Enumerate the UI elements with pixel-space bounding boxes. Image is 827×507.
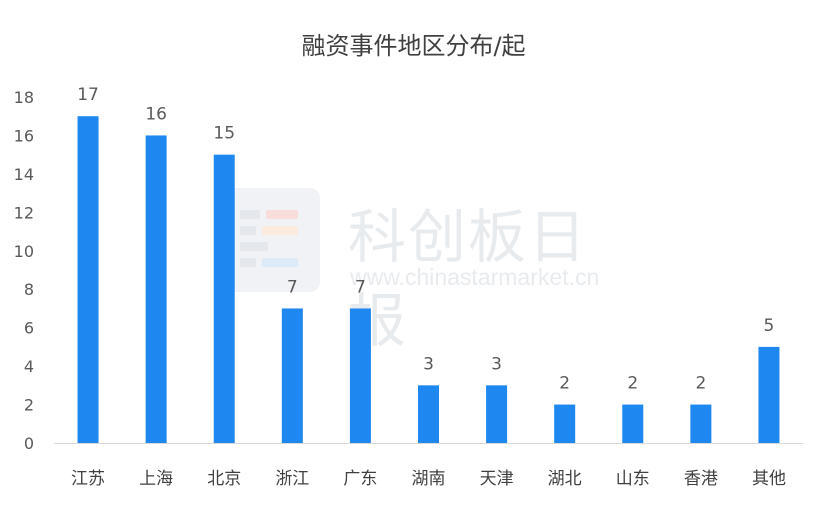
bar — [213, 154, 235, 443]
data-label: 7 — [287, 277, 298, 297]
x-tick-label: 香港 — [684, 469, 718, 489]
watermark: 科创板日报 www.chinastarmarket.cn — [222, 188, 642, 355]
bar — [554, 404, 576, 443]
y-tick-label: 6 — [24, 319, 34, 338]
bar — [281, 308, 303, 443]
y-tick-label: 2 — [24, 396, 34, 415]
watermark-text: 科创板日报 — [348, 203, 589, 355]
x-tick-label: 北京 — [207, 469, 241, 489]
y-tick-label: 12 — [14, 203, 34, 222]
x-tick-label: 江苏 — [71, 469, 105, 489]
chart-title: 融资事件地区分布/起 — [301, 32, 526, 60]
bar — [486, 385, 508, 443]
x-tick-label: 上海 — [139, 469, 173, 489]
data-label: 16 — [145, 104, 167, 124]
bar — [145, 135, 167, 443]
y-tick-label: 8 — [24, 280, 34, 299]
data-label: 2 — [627, 374, 638, 394]
data-label: 3 — [491, 354, 502, 374]
y-tick-label: 10 — [14, 242, 34, 261]
data-label: 5 — [764, 316, 775, 336]
x-tick-label: 湖南 — [412, 469, 446, 489]
x-tick-label: 浙江 — [275, 469, 309, 489]
bar — [622, 404, 644, 443]
data-label: 7 — [355, 277, 366, 297]
data-label: 2 — [559, 374, 570, 394]
data-label: 2 — [695, 374, 706, 394]
bar — [758, 346, 780, 443]
bar — [77, 116, 99, 443]
y-tick-label: 14 — [14, 165, 34, 184]
data-label: 17 — [77, 85, 99, 105]
data-label: 3 — [423, 354, 434, 374]
y-tick-label: 4 — [24, 357, 34, 376]
watermark-logo-icon — [222, 188, 320, 292]
watermark-url: www.chinastarmarket.cn — [350, 264, 600, 290]
bar — [418, 385, 439, 443]
x-tick-label: 其他 — [752, 469, 786, 489]
y-tick-label: 16 — [14, 126, 34, 145]
y-tick-label: 18 — [14, 88, 34, 107]
y-tick-label: 0 — [24, 434, 34, 453]
x-tick-label: 湖北 — [548, 469, 582, 489]
bar — [349, 308, 371, 443]
bar — [690, 404, 712, 443]
x-tick-label: 山东 — [616, 469, 650, 489]
data-label: 15 — [213, 124, 235, 144]
x-tick-label: 天津 — [480, 469, 514, 489]
x-tick-label: 广东 — [343, 469, 377, 489]
